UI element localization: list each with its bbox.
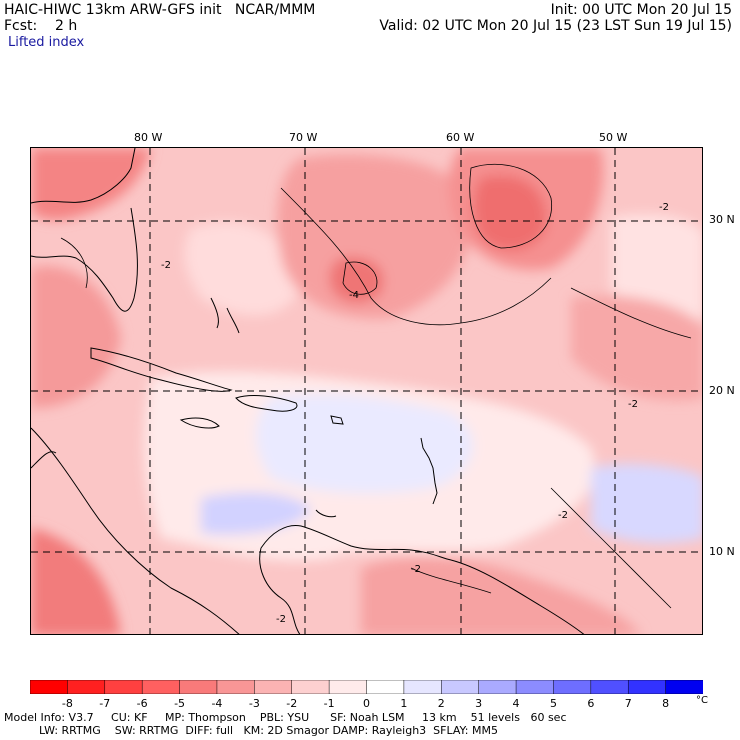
colorbar-tick-label: 2 [437,697,445,710]
lat-lon-grid [31,148,702,634]
contour-label-5: -2 [558,510,568,521]
colorbar-bin [665,680,703,694]
colorbar-tick-label: -7 [99,697,111,710]
colorbar-unit: °C [696,695,708,706]
colorbar-tick-label: 0 [363,697,370,710]
valid-time: Valid: 02 UTC Mon 20 Jul 15 (23 LST Sun … [379,18,732,34]
contour-label-4: -2 [628,399,638,410]
lat-label-10n: 10 N [709,545,735,558]
colorbar-tick-label: -3 [248,697,260,710]
colorbar-bin [291,680,330,694]
colorbar-tick-label: 3 [475,697,483,710]
lon-label-50w: 50 W [599,131,628,144]
coastlines [31,148,585,634]
colorbar-bin [216,680,256,694]
colorbar-tick-label: 6 [587,697,595,710]
colorbar-bin [366,680,405,694]
colorbar-bin [179,680,218,694]
contour-lines [60,163,692,609]
lifted-index-map: -2 -2 -4 -2 -2 -2 -2 [30,147,703,635]
model-title: HAIC-HIWC 13km ARW-GFS init NCAR/MMM [4,2,316,18]
footer-physics-info: LW: RRTMG SW: RRTMG DIFF: full KM: 2D Sm… [4,724,498,737]
init-time: Init: 00 UTC Mon 20 Jul 15 [550,2,732,18]
contour-label-2: -2 [161,260,171,271]
colorbar-tick-label: -5 [174,697,186,710]
colorbar-bin [515,680,555,694]
colorbar-tick-label: 8 [662,697,670,710]
footer-model-info: Model Info: V3.7 CU: KF MP: Thompson PBL… [4,711,567,724]
forecast-hour: Fcst: 2 h [4,18,78,34]
colorbar-bin [141,680,181,694]
colorbar-bin [627,680,667,694]
colorbar-bin [590,680,629,694]
colorbar-bin [441,680,480,694]
colorbar-tick-label: 4 [512,697,520,710]
contour-label-6: -2 [411,564,421,575]
colorbar-bin [254,680,293,694]
colorbar-tick-label: -8 [61,697,73,710]
colorbar-tick-label: 5 [549,697,557,710]
field-name: Lifted index [8,35,85,50]
lon-label-70w: 70 W [289,131,318,144]
colorbar [30,680,703,694]
contour-label-1: -2 [659,202,669,213]
colorbar-tick-label: -1 [323,697,335,710]
colorbar-bin [328,680,368,694]
contour-label-3: -4 [349,290,359,301]
lat-label-30n: 30 N [709,213,735,226]
colorbar-tick-label: 7 [624,697,632,710]
map-canvas: -2 -2 -4 -2 -2 -2 -2 [31,148,702,634]
colorbar-bin [403,680,443,694]
colorbar-bin [104,680,143,694]
colorbar-bin [30,680,69,694]
colorbar-bin [553,680,592,694]
contour-label-7: -2 [276,614,286,625]
field-shading [31,148,702,634]
colorbar-bin [478,680,517,694]
colorbar-tick-label: -4 [211,697,223,710]
colorbar-tick-label: 1 [400,697,408,710]
lat-label-20n: 20 N [709,384,735,397]
lon-label-60w: 60 W [446,131,475,144]
colorbar-bin [67,680,106,694]
lon-label-80w: 80 W [134,131,163,144]
colorbar-tick-label: -6 [136,697,148,710]
colorbar-tick-label: -2 [286,697,298,710]
